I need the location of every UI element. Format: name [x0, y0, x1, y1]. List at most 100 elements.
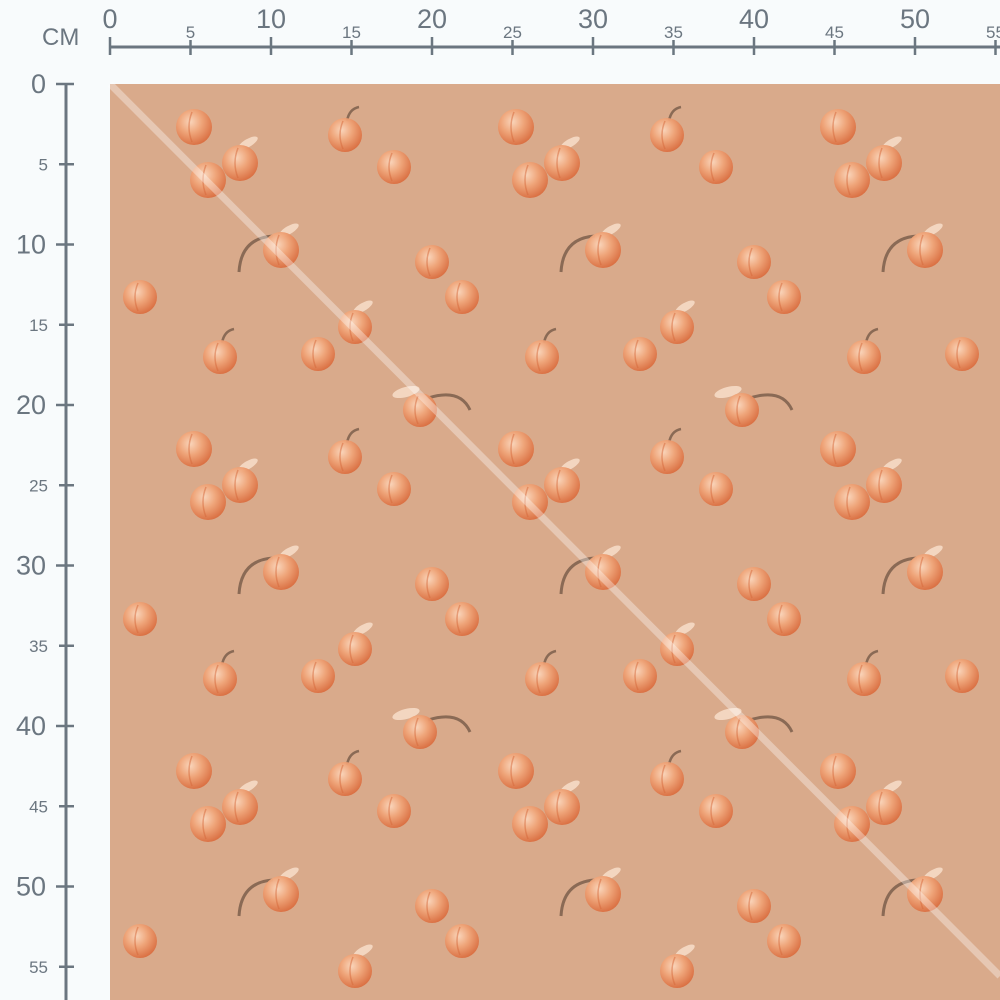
ruler-tick-label: 20 — [417, 4, 447, 34]
peach-icon — [544, 136, 580, 181]
ruler-tick-label: 5 — [39, 155, 48, 174]
peach-icon — [866, 780, 902, 825]
peach-icon — [525, 327, 559, 374]
peach-icon — [301, 659, 335, 693]
peach-icon — [237, 545, 299, 595]
peach-icon — [737, 889, 771, 923]
peach-icon — [392, 707, 472, 749]
peach-icon — [881, 545, 943, 595]
peach-icon — [525, 649, 559, 696]
peach-icon — [544, 780, 580, 825]
peach-icon — [377, 472, 411, 506]
peach-icon — [866, 458, 902, 503]
peach-icon — [820, 109, 856, 145]
peach-icon — [834, 806, 870, 842]
ruler-tick-label: 25 — [29, 476, 48, 495]
peach-icon — [559, 867, 621, 917]
peach-icon — [222, 780, 258, 825]
peach-icon — [123, 280, 157, 314]
peach-icon — [559, 545, 621, 595]
peach-icon — [498, 431, 534, 467]
ruler-tick-label: 15 — [29, 316, 48, 335]
ruler-tick-label: 50 — [16, 872, 46, 902]
peach-icon — [650, 749, 684, 796]
peach-icon — [123, 924, 157, 958]
ruler-tick-label: 10 — [256, 4, 286, 34]
peach-icon — [377, 150, 411, 184]
peach-icon — [714, 385, 794, 427]
peach-icon — [512, 806, 548, 842]
peach-icon — [544, 458, 580, 503]
peach-icon — [660, 300, 695, 344]
peach-icon — [415, 889, 449, 923]
peach-icon — [881, 867, 943, 917]
peach-icon — [660, 944, 695, 988]
ruler-tick-label: 35 — [664, 23, 683, 42]
peach-icon — [338, 300, 373, 344]
peach-icon — [699, 794, 733, 828]
peach-icon — [190, 162, 226, 198]
diagonal-scale-line — [107, 81, 1000, 979]
peach-icon — [820, 431, 856, 467]
ruler-tick-label: 40 — [16, 711, 46, 741]
peach-icon — [222, 458, 258, 503]
peach-icon — [699, 472, 733, 506]
ruler-tick-label: 30 — [578, 4, 608, 34]
peach-icon — [498, 109, 534, 145]
peach-icon — [338, 622, 373, 666]
horizontal-ruler: 0 5 10 15 20 25 30 35 40 45 50 55 — [102, 4, 1000, 55]
peach-icon — [203, 327, 237, 374]
peach-icon — [767, 602, 801, 636]
ruler-tick-label: 0 — [102, 4, 117, 34]
peach-icon — [866, 136, 902, 181]
peach-icon — [301, 337, 335, 371]
peach-icon — [377, 794, 411, 828]
ruler-tick-label: 40 — [739, 4, 769, 34]
ruler-tick-label: 35 — [29, 637, 48, 656]
peach-icon — [203, 649, 237, 696]
peach-icon — [623, 659, 657, 693]
peach-icon — [559, 223, 621, 273]
fabric-swatch — [110, 84, 1000, 1000]
peach-icon — [767, 280, 801, 314]
peach-icon — [623, 337, 657, 371]
peach-icon — [123, 602, 157, 636]
peach-icon — [237, 223, 299, 273]
peach-icon — [498, 753, 534, 789]
peach-icon — [415, 245, 449, 279]
peach-icon — [650, 427, 684, 474]
peach-icon — [737, 245, 771, 279]
ruler-tick-label: 10 — [16, 230, 46, 260]
peach-icon — [237, 867, 299, 917]
peach-icon — [881, 223, 943, 273]
peach-icon — [512, 484, 548, 520]
peach-icon — [512, 162, 548, 198]
peach-icon — [176, 431, 212, 467]
peach-icon — [650, 105, 684, 152]
peach-icon — [445, 924, 479, 958]
peach-icon — [190, 484, 226, 520]
peach-icon — [445, 280, 479, 314]
peach-icon — [222, 136, 258, 181]
ruler-tick-label: 55 — [29, 958, 48, 977]
ruler-tick-label: 45 — [825, 23, 844, 42]
vertical-ruler: 0 5 10 15 20 25 30 35 40 45 50 55 — [16, 69, 74, 1000]
peach-icon — [176, 753, 212, 789]
ruler-unit-label: CM — [42, 24, 80, 51]
ruler-tick-label: 25 — [503, 23, 522, 42]
peach-icon — [338, 944, 373, 988]
peach-icon — [834, 162, 870, 198]
peach-icon — [847, 649, 881, 696]
peach-icon — [190, 806, 226, 842]
peach-icon — [392, 385, 472, 427]
ruler-tick-label: 55 — [986, 23, 1000, 42]
peach-icon — [328, 427, 362, 474]
peach-icon — [328, 105, 362, 152]
peach-icon — [945, 659, 979, 693]
peach-icon — [328, 749, 362, 796]
peach-icon — [847, 327, 881, 374]
ruler-tick-label: 15 — [342, 23, 361, 42]
ruler-tick-label: 45 — [29, 797, 48, 816]
ruler-tick-label: 0 — [31, 69, 46, 99]
